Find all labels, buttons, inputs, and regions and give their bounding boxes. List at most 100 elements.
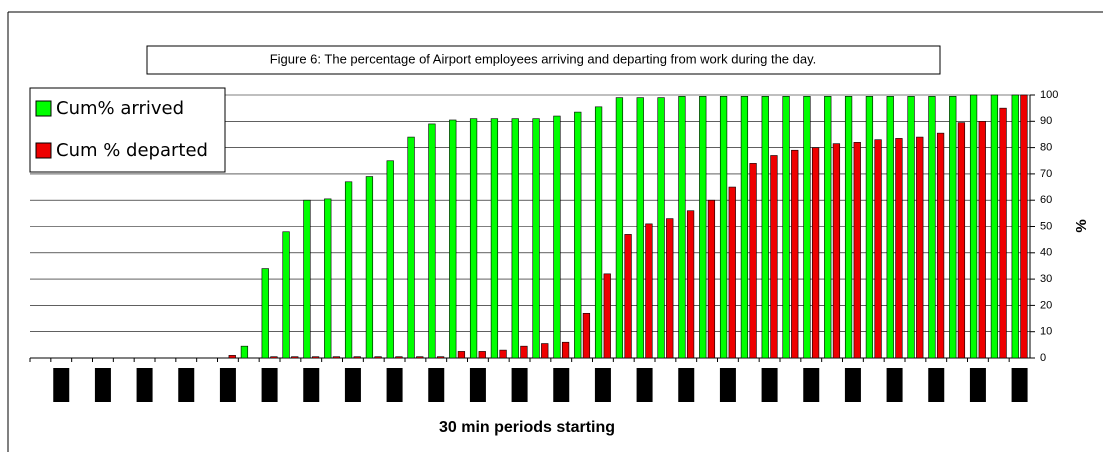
bar (553, 115, 561, 359)
bar (853, 142, 861, 359)
bar (261, 268, 269, 359)
bar (449, 119, 457, 359)
bar (824, 96, 832, 359)
bar (936, 132, 945, 359)
bar (490, 118, 499, 359)
bar (324, 198, 332, 359)
category-block (928, 368, 945, 402)
bar (541, 343, 549, 359)
bar (874, 139, 882, 359)
bar (520, 345, 528, 359)
category-block (636, 368, 653, 402)
bar (990, 94, 999, 359)
bar (969, 94, 978, 359)
bar (844, 96, 853, 359)
category-block (511, 368, 528, 402)
bar (615, 97, 624, 359)
category-block (886, 368, 903, 402)
y-tick-label: 80 (1040, 142, 1052, 154)
bar (344, 181, 353, 359)
chart-title: Figure 6: The percentage of Airport empl… (270, 51, 817, 66)
y-tick-label: 90 (1040, 115, 1052, 127)
category-block (386, 368, 403, 402)
bar (311, 356, 320, 359)
bar (478, 351, 486, 359)
category-block (1011, 368, 1028, 402)
legend-label: Cum % departed (56, 140, 208, 161)
bar (228, 355, 236, 359)
category-block (428, 368, 445, 402)
bar (699, 96, 707, 359)
bar (270, 356, 278, 359)
bar (719, 96, 728, 359)
bar (436, 356, 445, 359)
bar (353, 356, 361, 359)
bar (957, 122, 966, 359)
bar (603, 273, 611, 359)
y-tick-label: 50 (1040, 220, 1052, 232)
bar (416, 356, 424, 359)
bar (365, 176, 374, 359)
bar (574, 111, 582, 359)
bar (594, 106, 603, 359)
bar (865, 96, 874, 359)
bar (832, 143, 841, 359)
bar (770, 155, 778, 359)
bar (811, 147, 820, 359)
bar (686, 210, 695, 359)
y-tick-label: 10 (1040, 326, 1052, 338)
bar (949, 96, 957, 359)
bar (999, 107, 1007, 359)
bar (1020, 94, 1028, 359)
bar (895, 138, 903, 359)
bar (707, 199, 716, 359)
bar (803, 96, 811, 359)
y-tick-label: 0 (1040, 352, 1046, 364)
bar (282, 231, 290, 359)
legend-swatch (35, 100, 52, 117)
category-block (469, 368, 486, 402)
bar (240, 345, 249, 359)
y-tick-label: 20 (1040, 299, 1052, 311)
bar (791, 149, 799, 359)
bar (728, 186, 736, 359)
category-block (969, 368, 986, 402)
category-block (219, 368, 236, 402)
bar (303, 199, 311, 359)
category-block (761, 368, 778, 402)
bar (886, 96, 894, 359)
bar (561, 341, 570, 359)
category-block (303, 368, 320, 402)
bar (678, 96, 686, 359)
legend-box (29, 87, 226, 173)
bar (582, 312, 591, 359)
bar (645, 223, 653, 359)
category-block (678, 368, 695, 402)
category-block (53, 368, 70, 402)
bar (499, 349, 507, 359)
bar (636, 97, 644, 359)
bar (291, 356, 299, 359)
bar (1011, 94, 1019, 359)
y-tick-label: 30 (1040, 273, 1052, 285)
legend-label: Cum% arrived (56, 98, 184, 119)
bar (761, 96, 769, 359)
bar (740, 96, 749, 359)
bar (782, 96, 790, 359)
y-tick-label: 70 (1040, 168, 1052, 180)
bar (428, 123, 436, 359)
category-block (719, 368, 736, 402)
bar (469, 118, 478, 359)
category-block (178, 368, 195, 402)
legend-swatch (35, 142, 52, 159)
y-tick-label: 100 (1040, 89, 1058, 101)
bar (395, 356, 403, 359)
bar (532, 118, 540, 359)
bar (907, 96, 915, 359)
bar (749, 163, 757, 359)
category-block (344, 368, 361, 402)
bar (407, 136, 415, 359)
bar (928, 96, 936, 359)
bar (386, 160, 394, 359)
